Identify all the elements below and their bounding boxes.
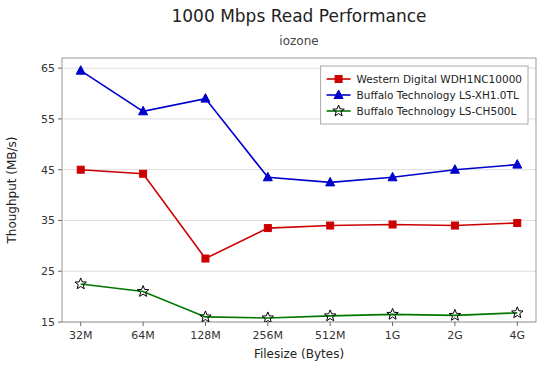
axis-label: Thoughput (MB/s) — [5, 136, 19, 244]
axis-label: Filesize (Bytes) — [254, 347, 344, 361]
title: 1000 Mbps Read Performance — [171, 6, 426, 26]
tick-label: 2G — [447, 329, 463, 342]
marker — [202, 255, 209, 262]
plot-area — [75, 66, 523, 322]
tick-label: 256M — [253, 329, 284, 342]
marker — [76, 66, 85, 75]
marker — [514, 220, 521, 227]
legend-label: Buffalo Technology LS-XH1.0TL — [357, 89, 519, 101]
marker — [512, 307, 523, 318]
tick — [392, 322, 393, 326]
tick — [454, 322, 455, 326]
legend-label: Western Digital WDH1NC10000 — [357, 73, 522, 85]
marker — [387, 308, 398, 319]
tick — [143, 322, 144, 326]
legend-swatch — [327, 110, 351, 112]
marker — [450, 165, 459, 174]
subtitle: iozone — [279, 34, 318, 48]
tick-label: 128M — [190, 329, 221, 342]
legend-frame — [321, 66, 528, 124]
tick — [267, 322, 268, 326]
legend-marker — [334, 90, 343, 99]
grid-line — [62, 271, 536, 272]
tick-label: 32M — [69, 329, 93, 342]
tick-label: 64M — [131, 329, 155, 342]
marker — [77, 166, 84, 173]
tick-label: 4G — [510, 329, 526, 342]
tick — [58, 118, 62, 119]
marker — [326, 177, 335, 186]
legend: Western Digital WDH1NC10000 Buffalo Techn… — [321, 66, 528, 124]
tick-label: 512M — [315, 329, 346, 342]
marker — [513, 160, 522, 169]
marker — [449, 309, 460, 320]
tick-label: 65 — [41, 62, 55, 75]
marker — [388, 172, 397, 181]
tick-label: 1G — [385, 329, 401, 342]
line — [81, 170, 518, 259]
marker — [389, 221, 396, 228]
marker — [262, 312, 273, 322]
marker — [140, 170, 147, 177]
legend-marker — [335, 76, 342, 83]
tick — [58, 220, 62, 221]
tick — [58, 271, 62, 272]
legend-label: Buffalo Technology LS-CH500L — [357, 105, 517, 117]
tick — [517, 322, 518, 326]
marker — [75, 278, 86, 289]
marker — [451, 222, 458, 229]
marker — [137, 286, 148, 297]
grid-line — [62, 220, 536, 221]
marker — [263, 172, 272, 181]
tick-label: 25 — [41, 265, 55, 278]
marker — [324, 310, 335, 321]
tick — [330, 322, 331, 326]
tick-label: 15 — [41, 316, 55, 329]
tick-label: 45 — [41, 164, 55, 177]
plot-frame — [62, 58, 536, 322]
marker — [264, 225, 271, 232]
legend-marker — [333, 105, 344, 116]
tick — [80, 322, 81, 326]
marker — [327, 222, 334, 229]
tick — [58, 169, 62, 170]
tick — [58, 68, 62, 69]
marker — [139, 106, 148, 115]
tick-label: 55 — [41, 113, 55, 126]
marker — [200, 311, 211, 322]
line — [81, 284, 518, 318]
tick — [205, 322, 206, 326]
chart: 15 25 35 45 55 65 32M 64M 128M 256M 512M 1G 2G 4G 1000… — [0, 0, 550, 368]
marker — [201, 94, 210, 103]
tick — [58, 322, 62, 323]
tick-label: 35 — [41, 214, 55, 227]
